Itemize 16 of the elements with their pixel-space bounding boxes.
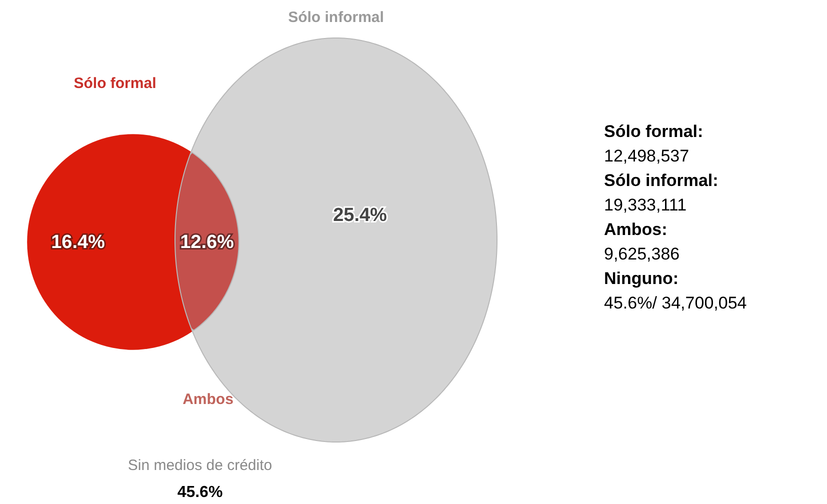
category-label: Sólo informal (288, 9, 384, 26)
text: 45.6%/ 34,700,054 (604, 294, 747, 312)
text: 45.6% (177, 484, 223, 501)
data-label: 25.4% (333, 205, 388, 226)
text: 9,625,386 (604, 244, 680, 264)
data-label: 12.6% (180, 232, 234, 254)
category-label: Ambos (182, 391, 234, 408)
text: 12,498,537 (604, 146, 690, 166)
text: Ninguno: (604, 269, 679, 288)
text: 19,333,111 (604, 196, 687, 214)
text: Ambos: (604, 220, 668, 239)
text: Sólo informal: (604, 171, 718, 190)
category-label: Sólo formal (74, 75, 156, 92)
text: Sólo formal: (604, 122, 704, 141)
data-label: 16.4% (51, 232, 106, 254)
text: Sin medios de crédito (128, 457, 272, 474)
